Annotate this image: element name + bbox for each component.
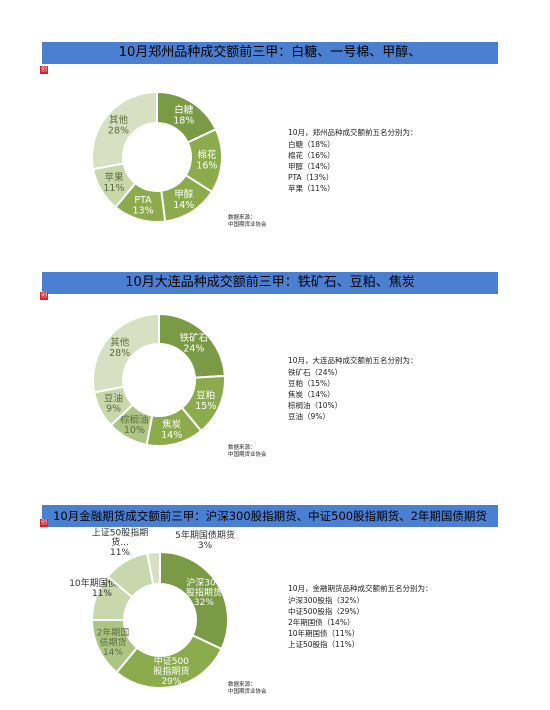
banner-title: 10月金融期货成交额前三甲：沪深300股指期货、中证500股指期货、2年期国债期… [42, 505, 498, 527]
red-marker: 创 [40, 292, 48, 300]
slice-label: 白糖 18% [173, 104, 194, 126]
info-intro: 10月，大连品种成交额前五名分别为： [288, 356, 418, 365]
info-line: 焦炭（14%） [288, 390, 335, 399]
source-name: 中国期货业协会 [228, 689, 267, 695]
source-name: 中国期货业协会 [228, 452, 267, 458]
slice-label: 甲醇 14% [173, 188, 194, 210]
info-line: 上证50股指（11%） [288, 640, 360, 649]
red-marker: 创 [40, 519, 48, 527]
donut-slice [92, 312, 160, 394]
red-marker: 创 [40, 66, 48, 74]
info-block: 10月，金融期货品种成交额前五名分别为： 沪深300股指（32%） 中证500股… [288, 583, 433, 650]
info-line: PTA（13%） [288, 173, 334, 182]
slice-label: 上证50股指期货... 11% [92, 526, 148, 558]
banner-title: 10月大连品种成交额前三甲：铁矿石、豆粕、焦炭 [42, 272, 498, 294]
slice-label: 豆粕 15% [195, 389, 216, 411]
donut-chart-financial: 沪深300 股指期货 32%中证500 股指期货 29%2年期国债期货 14%10年期国债… [69, 526, 235, 689]
slice-label: 其他 28% [108, 114, 129, 136]
info-line: 2年期国债（14%） [288, 618, 355, 627]
info-line: 沪深300股指（32%） [288, 596, 364, 605]
source-note: 数据来源： 中国期货业协会 [228, 215, 267, 229]
slice-label: 棉花 16% [196, 149, 217, 171]
source-name: 中国期货业协会 [228, 222, 267, 228]
banner-title: 10月郑州品种成交额前三甲：白糖、一号棉、甲醇、 [42, 42, 498, 64]
info-block: 10月，郑州品种成交额前五名分别为： 白糖（18%） 棉花（16%） 甲醇（14… [288, 127, 418, 194]
info-intro: 10月，郑州品种成交额前五名分别为： [288, 128, 418, 137]
slice-label: 棕榈油 10% [120, 414, 149, 436]
info-line: 中证500股指（29%） [288, 607, 364, 616]
info-block: 10月，大连品种成交额前五名分别为： 铁矿石（24%） 豆粕（15%） 焦炭（1… [288, 355, 418, 422]
info-line: 铁矿石（24%） [288, 368, 343, 377]
info-intro: 10月，金融期货品种成交额前五名分别为： [288, 584, 433, 593]
donut-slice [146, 550, 161, 586]
info-line: 苹果（11%） [288, 184, 335, 193]
slice-label: 中证500 股指期货 29% [153, 655, 189, 687]
slice-label: 焦炭 14% [161, 418, 182, 440]
donut-slice [159, 550, 229, 651]
info-line: 白糖（18%） [288, 140, 335, 149]
info-line: 10年期国债（11%） [288, 629, 360, 638]
info-line: 棉花（16%） [288, 151, 335, 160]
source-note: 数据来源： 中国期货业协会 [228, 682, 267, 696]
slice-label: 豆油 9% [104, 392, 123, 414]
donut-slice [115, 633, 223, 689]
donut-chart-dalian: 铁矿石 24% 豆粕 15% 焦炭 14% 棕榈油 10%豆油 9% 其他 28% [92, 312, 226, 447]
slice-label: 其他 28% [109, 337, 130, 359]
slice-label: 铁矿石 24% [180, 332, 209, 354]
slice-label: 5年期国债期货 3% [175, 529, 235, 551]
slice-label: 沪深300 股指期货 32% [186, 576, 222, 608]
info-line: 棕榈油（10%） [288, 401, 343, 410]
slice-label: PTA 13% [132, 195, 153, 216]
source-note: 数据来源： 中国期货业协会 [228, 445, 267, 459]
info-line: 豆粕（15%） [288, 379, 335, 388]
source-label: 数据来源： [228, 682, 256, 688]
slice-label: 2年期国债期货 14% [97, 626, 130, 658]
source-label: 数据来源： [228, 215, 256, 221]
donut-chart-zhengzhou: 白糖 18% 棉花 16%甲醇 14% PTA 13% 苹果 11% 其他 28% [91, 90, 223, 223]
slice-label: 苹果 11% [103, 172, 124, 194]
info-line: 豆油（9%） [288, 412, 330, 421]
donut-slice [91, 90, 158, 171]
info-line: 甲醇（14%） [288, 162, 335, 171]
source-label: 数据来源： [228, 445, 256, 451]
